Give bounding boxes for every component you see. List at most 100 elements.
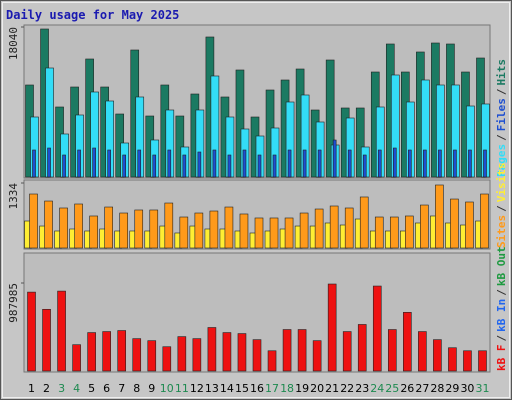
bar bbox=[122, 154, 127, 178]
x-tick-label: 6 bbox=[103, 382, 110, 395]
bar bbox=[57, 290, 66, 372]
bar bbox=[74, 203, 83, 249]
bar bbox=[287, 149, 292, 178]
bar bbox=[359, 196, 369, 249]
bar bbox=[147, 340, 157, 372]
bar bbox=[134, 209, 144, 249]
x-tick-label: 7 bbox=[118, 382, 125, 395]
bar bbox=[483, 149, 487, 178]
bar bbox=[107, 149, 111, 178]
bar bbox=[47, 147, 51, 178]
x-tick-label: 28 bbox=[430, 382, 444, 395]
bar bbox=[465, 201, 474, 249]
x-tick-label: 19 bbox=[295, 382, 309, 395]
bar bbox=[104, 206, 113, 249]
bar bbox=[327, 283, 337, 372]
bar bbox=[463, 350, 472, 372]
x-tick-label: 3 bbox=[58, 382, 65, 395]
bar bbox=[252, 339, 262, 372]
x-tick-label: 20 bbox=[310, 382, 324, 395]
bar bbox=[102, 331, 111, 372]
bar bbox=[342, 331, 352, 372]
bar bbox=[392, 147, 397, 178]
x-tick-label: 16 bbox=[250, 382, 264, 395]
bar bbox=[175, 115, 185, 178]
bar bbox=[267, 350, 277, 372]
y-tick-label: 1334 bbox=[7, 183, 20, 210]
bar bbox=[362, 154, 367, 178]
x-tick-label: 8 bbox=[133, 382, 140, 395]
bar bbox=[167, 149, 172, 178]
bar bbox=[62, 154, 66, 178]
x-tick-label: 1 bbox=[28, 382, 35, 395]
x-tick-label: 14 bbox=[220, 382, 234, 395]
bar bbox=[209, 210, 219, 249]
bar bbox=[44, 200, 53, 249]
bar bbox=[72, 344, 81, 372]
x-tick-label: 22 bbox=[340, 382, 354, 395]
bar bbox=[344, 207, 354, 249]
legend-entry: kB In bbox=[495, 299, 508, 332]
bar bbox=[284, 217, 294, 249]
bar bbox=[374, 216, 384, 249]
bar bbox=[177, 336, 187, 372]
bar bbox=[77, 149, 81, 178]
bar bbox=[137, 149, 142, 178]
bar bbox=[418, 331, 427, 372]
x-tick-label: 25 bbox=[385, 382, 399, 395]
legend-separator: / bbox=[495, 134, 508, 141]
x-tick-label: 15 bbox=[235, 382, 249, 395]
bar bbox=[347, 149, 352, 178]
bar bbox=[297, 329, 307, 372]
x-tick-label: 18 bbox=[280, 382, 294, 395]
bar bbox=[224, 206, 234, 249]
bar bbox=[182, 154, 187, 178]
x-tick-label: 12 bbox=[190, 382, 204, 395]
x-tick-label: 24 bbox=[370, 382, 384, 395]
bar bbox=[325, 59, 335, 178]
bar bbox=[312, 340, 322, 372]
legend-entry: Pages bbox=[495, 144, 508, 177]
legend-entry: Files bbox=[495, 98, 508, 131]
bar bbox=[299, 212, 309, 249]
legend-separator: / bbox=[495, 205, 508, 212]
bar bbox=[355, 107, 365, 178]
bar bbox=[480, 193, 489, 249]
bar bbox=[254, 217, 264, 249]
bar bbox=[32, 149, 36, 178]
bar bbox=[239, 213, 249, 249]
bar bbox=[438, 149, 442, 178]
bar bbox=[433, 339, 442, 372]
bar bbox=[408, 149, 412, 178]
bar bbox=[448, 347, 457, 372]
bar bbox=[164, 202, 174, 249]
chart-title: Daily usage for May 2025 bbox=[6, 8, 179, 22]
bar bbox=[272, 154, 277, 178]
bar bbox=[117, 330, 127, 372]
bar bbox=[423, 149, 427, 178]
bar bbox=[453, 149, 457, 178]
bar bbox=[332, 139, 337, 178]
x-tick-label: 29 bbox=[445, 382, 459, 395]
bar bbox=[282, 329, 292, 372]
bar bbox=[329, 205, 339, 249]
bar bbox=[372, 285, 382, 372]
bar bbox=[132, 338, 142, 372]
legend: kB F / kB In / kB Out bbox=[495, 246, 508, 371]
bar bbox=[222, 332, 232, 372]
bar bbox=[92, 147, 96, 178]
x-tick-label: 26 bbox=[400, 382, 414, 395]
bar bbox=[149, 209, 159, 249]
legend: Pages / Files / Hits bbox=[495, 59, 508, 177]
bar bbox=[468, 149, 472, 178]
bar bbox=[27, 291, 36, 372]
bar bbox=[420, 204, 429, 249]
bar bbox=[405, 215, 414, 249]
bar bbox=[212, 149, 217, 178]
bar bbox=[403, 312, 412, 372]
legend-separator: / bbox=[495, 335, 508, 342]
bar bbox=[389, 216, 399, 249]
bar bbox=[179, 216, 189, 249]
